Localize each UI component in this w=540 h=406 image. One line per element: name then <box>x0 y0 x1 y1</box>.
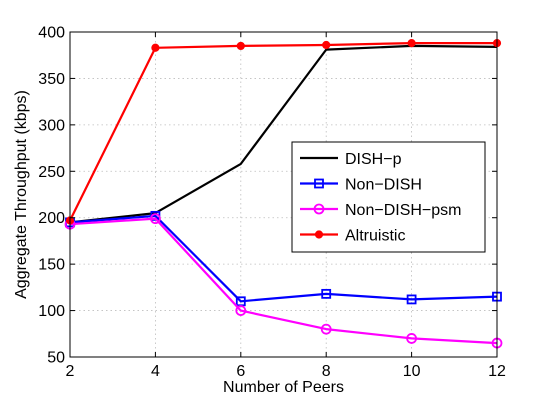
y-tick-label: 200 <box>38 210 65 227</box>
ticks <box>69 31 498 358</box>
legend-item: Non−DISH <box>300 177 422 194</box>
series-layer <box>64 39 503 349</box>
legend-item: Altruistic <box>300 228 405 245</box>
plot-frame <box>69 31 498 358</box>
x-tick-label: 12 <box>488 363 506 380</box>
series-line <box>69 41 497 221</box>
y-axis-label: Aggregate Throughput (kbps) <box>13 90 30 299</box>
series-line <box>69 214 498 303</box>
legend-label: Non−DISH−psm <box>345 202 462 219</box>
data-point <box>406 333 418 344</box>
legend: DISH−p Non−DISH Non−DISH−psm Altruistic <box>291 141 486 253</box>
x-tick-label: 8 <box>322 363 331 380</box>
tick-labels: 2 4 6 8 10 12 50 100 150 200 250 300 350 400 <box>38 25 506 381</box>
data-point <box>320 323 332 335</box>
y-tick-label: 100 <box>38 303 65 320</box>
x-tick-label: 6 <box>236 363 245 380</box>
y-tick-label: 400 <box>38 25 65 42</box>
x-tick-label: 4 <box>151 363 160 380</box>
data-point <box>314 178 324 189</box>
y-tick-label: 350 <box>38 71 65 88</box>
data-point <box>151 43 160 52</box>
data-point <box>321 288 332 299</box>
data-point <box>314 230 324 239</box>
data-point <box>322 40 331 50</box>
x-tick-label: 2 <box>66 363 75 380</box>
data-point <box>406 294 417 305</box>
x-axis-label: Number of Peers <box>223 379 344 396</box>
legend-label: Non−DISH <box>345 177 422 194</box>
y-tick-label: 250 <box>38 164 65 181</box>
x-tick-label: 10 <box>403 363 421 380</box>
data-point <box>236 41 245 51</box>
series <box>69 44 498 224</box>
legend-item: DISH−p <box>300 151 402 168</box>
y-tick-label: 300 <box>38 117 65 134</box>
series-line <box>69 217 498 345</box>
y-tick-label: 150 <box>38 257 65 274</box>
data-point <box>149 213 161 225</box>
data-point <box>313 203 325 215</box>
y-tick-label: 50 <box>47 350 65 367</box>
legend-item: Non−DISH−psm <box>300 202 462 219</box>
series-line <box>69 44 498 224</box>
legend-label: Altruistic <box>345 228 405 245</box>
data-point <box>407 39 416 48</box>
series <box>65 210 502 307</box>
legend-label: DISH−p <box>345 151 402 168</box>
data-point <box>235 305 247 316</box>
